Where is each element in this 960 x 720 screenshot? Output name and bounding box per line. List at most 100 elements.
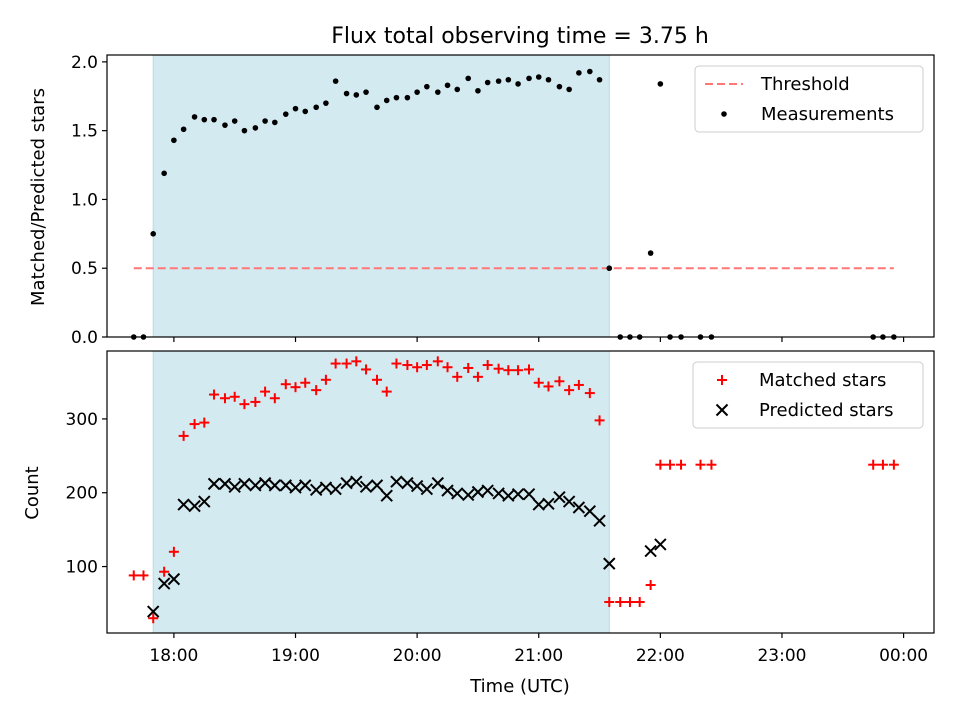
data-point-matched	[877, 459, 888, 470]
data-point-measurement	[505, 76, 512, 83]
data-point-predicted-b	[390, 475, 403, 488]
data-point-matched	[138, 570, 149, 581]
x-tick-label: 21:00	[514, 646, 563, 666]
data-point-matched	[178, 430, 189, 441]
data-point-measurement	[393, 94, 400, 101]
data-point-matched	[634, 596, 645, 607]
plot-frame	[106, 54, 935, 338]
data-point-predicted-b	[218, 477, 232, 491]
data-point-predicted	[553, 490, 566, 504]
data-point-predicted-b	[238, 477, 251, 491]
data-point-matched	[493, 363, 504, 374]
data-point-predicted-b	[481, 484, 494, 497]
data-point-matched	[311, 385, 322, 396]
data-point-predicted	[420, 482, 434, 496]
data-point-matched	[330, 358, 341, 369]
data-point-predicted	[198, 495, 211, 508]
data-point-predicted-b	[299, 479, 312, 492]
data-point-predicted	[431, 476, 445, 490]
data-point-matched	[533, 377, 544, 388]
data-point-measurement	[180, 126, 187, 133]
data-point-matched	[615, 596, 626, 607]
data-point-measurement	[343, 90, 350, 97]
data-point-matched	[655, 459, 666, 470]
legend: Threshold Measurements	[694, 65, 924, 133]
legend: Matched stars Predicted stars	[692, 361, 924, 429]
data-point-measurement	[201, 116, 208, 123]
data-point-measurement	[454, 86, 461, 93]
legend-label: Measurements	[761, 104, 894, 125]
data-point-predicted	[715, 403, 729, 417]
data-point-measurement	[161, 170, 167, 177]
data-point-predicted-b	[715, 403, 729, 417]
data-point-matched	[402, 360, 413, 371]
observing-window-band	[152, 350, 610, 634]
x-tick-label: 18:00	[149, 646, 198, 666]
plot-frame	[106, 350, 935, 634]
data-point-matched	[320, 374, 331, 385]
count-panel: 100 200 300 18:00 19:00 20:00 21:00 22:00 23:00 0…	[66, 350, 935, 666]
data-point-predicted-b	[644, 544, 657, 558]
data-point-predicted-b	[583, 504, 597, 518]
data-point-matched	[128, 570, 139, 581]
data-point-measurement	[414, 89, 420, 95]
data-point-predicted-b	[157, 577, 171, 590]
data-point-predicted-b	[572, 501, 586, 514]
data-point-measurement	[556, 83, 563, 90]
data-point-predicted	[340, 476, 353, 490]
data-point-predicted	[502, 489, 515, 502]
data-point-measurement	[484, 79, 491, 86]
data-point-matched	[168, 546, 179, 557]
data-point-predicted-b	[188, 499, 201, 513]
data-point-predicted	[258, 476, 272, 490]
data-point-predicted-b	[471, 485, 485, 499]
data-point-predicted-b	[542, 497, 555, 511]
data-point-matched	[452, 371, 463, 382]
data-point-measurement	[545, 76, 552, 83]
data-point-predicted	[228, 480, 241, 494]
data-point-matched	[442, 362, 453, 373]
data-point-measurement	[332, 78, 339, 84]
data-point-measurement	[444, 82, 451, 89]
data-point-predicted-b	[198, 495, 211, 508]
data-point-matched	[381, 386, 392, 397]
data-point-predicted	[583, 504, 597, 518]
data-point-predicted-b	[319, 481, 333, 494]
data-point-measurement	[475, 87, 481, 94]
data-point-measurement	[241, 127, 248, 134]
x-axis-label: Time (UTC)	[469, 676, 570, 697]
data-point-measurement	[647, 250, 654, 256]
data-point-measurement	[606, 265, 613, 272]
observing-window-band	[152, 54, 610, 338]
data-point-measurement	[292, 105, 299, 112]
data-point-measurement	[495, 78, 502, 84]
data-point-matched	[472, 371, 483, 382]
data-point-predicted-b	[451, 487, 464, 500]
ratio-panel: 0.0 0.5 1.0 1.5 2.0 Threshold Measurements	[71, 53, 935, 348]
data-point-measurement	[435, 89, 441, 95]
data-point-measurement	[231, 118, 238, 124]
data-point-predicted	[319, 481, 333, 494]
data-point-measurement	[424, 83, 430, 90]
data-point-measurement	[374, 104, 380, 111]
data-point-predicted	[654, 538, 667, 551]
data-point-matched	[421, 360, 432, 371]
x-tick-label: 23:00	[757, 646, 806, 666]
data-point-predicted-b	[532, 498, 545, 511]
data-point-matched	[269, 393, 280, 404]
data-point-predicted-b	[268, 479, 282, 492]
data-point-matched	[239, 399, 250, 410]
data-point-matched	[594, 415, 605, 426]
data-point-matched	[209, 389, 220, 400]
data-point-measurement	[587, 68, 593, 75]
data-point-predicted-b	[461, 488, 475, 502]
x-tick-label: 20:00	[393, 646, 442, 666]
y-tick-label: 1.5	[71, 122, 98, 142]
legend-box	[692, 361, 924, 429]
data-point-predicted	[603, 557, 616, 570]
data-point-measurement	[353, 92, 360, 98]
data-point-matched	[412, 362, 423, 373]
data-point-predicted	[238, 477, 251, 491]
data-point-matched	[260, 386, 271, 397]
data-point-predicted-b	[309, 483, 323, 496]
